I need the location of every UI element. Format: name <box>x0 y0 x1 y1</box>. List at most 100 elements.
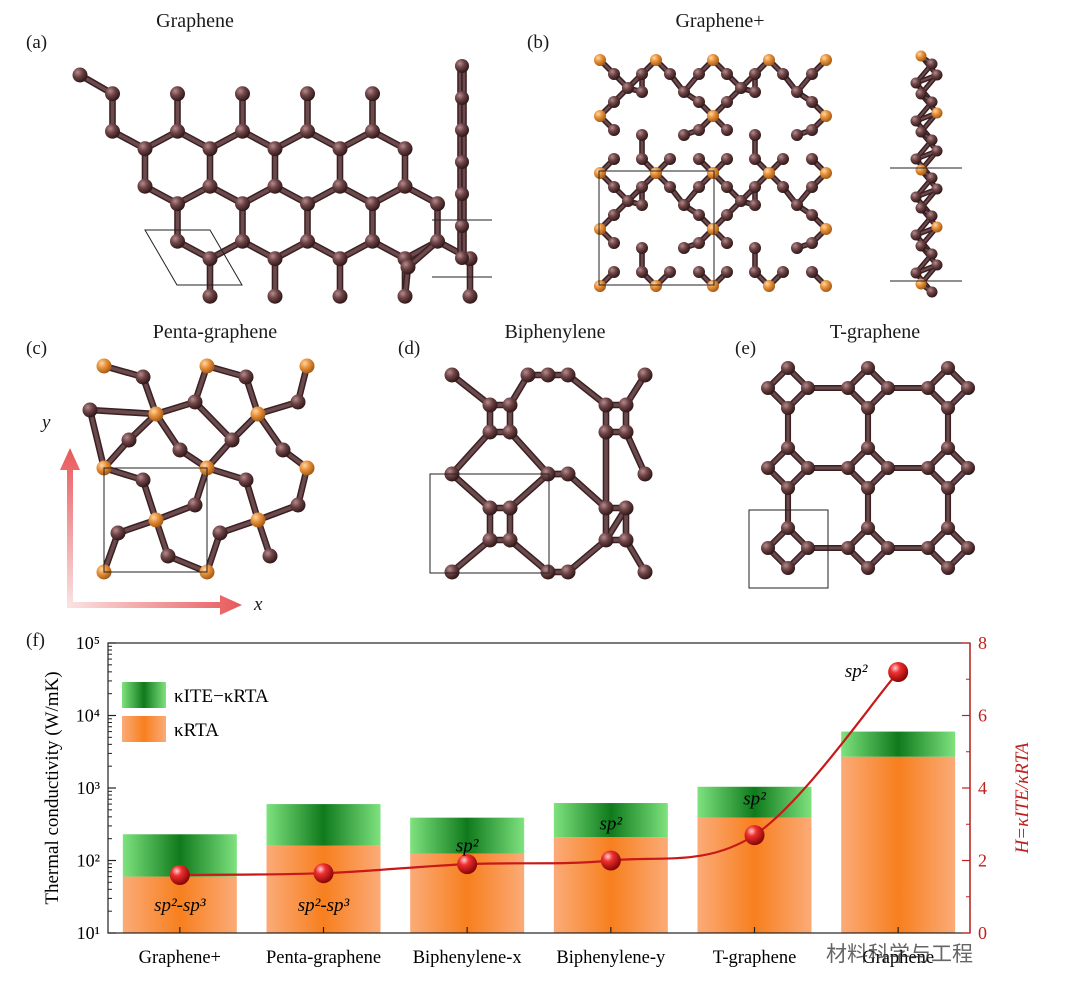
sp3-carbon-atom <box>650 280 662 292</box>
carbon-atom <box>160 548 176 564</box>
carbon-atom <box>931 69 943 81</box>
carbon-atom <box>693 266 705 278</box>
carbon-atom <box>455 155 469 169</box>
carbon-atom <box>678 129 690 141</box>
carbon-atom <box>678 199 690 211</box>
carbon-atom <box>598 532 614 548</box>
y2-tick-label: 2 <box>978 851 987 871</box>
carbon-atom <box>926 248 938 260</box>
grapheneplus-unit-cell <box>598 170 715 286</box>
panel-c-title: Penta-graphene <box>152 321 278 343</box>
carbon-atom <box>806 237 818 249</box>
carbon-atom <box>749 242 761 254</box>
carbon-atom <box>608 96 620 108</box>
carbon-atom <box>365 123 380 139</box>
carbon-atom <box>105 123 120 139</box>
graphene-unit-cell <box>144 229 243 286</box>
carbon-atom <box>801 381 815 395</box>
h-ratio-point-5 <box>888 662 909 682</box>
carbon-atom <box>781 561 795 575</box>
carbon-atom <box>608 181 620 193</box>
bond-highlight <box>450 538 492 574</box>
carbon-atom <box>941 401 955 415</box>
panel-b-title: Graphene+ <box>675 10 765 32</box>
h-ratio-point-4 <box>744 825 765 846</box>
carbon-atom <box>482 532 498 548</box>
sp3-carbon-atom <box>707 280 719 292</box>
bonding-annotation-0: sp²-sp³ <box>154 895 206 916</box>
bond-highlight <box>508 472 550 510</box>
carbon-atom <box>290 394 306 410</box>
sp3-carbon-atom <box>594 167 606 179</box>
carbon-atom <box>806 124 818 136</box>
carbon-atom <box>365 233 380 249</box>
sp3-carbon-atom <box>820 280 832 292</box>
carbon-atom <box>693 124 705 136</box>
bar-ite-5 <box>841 731 956 757</box>
carbon-atom <box>455 219 469 233</box>
carbon-atom <box>170 86 185 102</box>
carbon-atom <box>502 424 518 440</box>
carbon-atom <box>915 126 927 138</box>
carbon-atom <box>560 564 576 580</box>
y-axis-arrow <box>60 448 80 608</box>
bar-ite-1 <box>266 804 381 846</box>
carbon-atom <box>300 233 315 249</box>
carbon-atom <box>664 153 676 165</box>
carbon-atom <box>735 195 747 207</box>
carbon-atom <box>910 153 922 165</box>
carbon-atom <box>238 369 254 385</box>
y-axis-label: y <box>42 412 51 433</box>
carbon-atom <box>636 86 648 98</box>
legend-swatch-rta <box>122 716 166 742</box>
bar-rta-5 <box>841 756 956 933</box>
carbon-atom <box>502 397 518 413</box>
x-tick-label-2: Biphenylene-x <box>413 948 523 968</box>
carbon-atom <box>941 481 955 495</box>
sp3-carbon-atom <box>820 223 832 235</box>
carbon-atom <box>267 251 283 267</box>
carbon-atom <box>881 461 895 475</box>
legend-label-ite: κITE−κRTA <box>174 686 269 707</box>
carbon-atom <box>608 124 620 136</box>
carbon-atom <box>841 381 855 395</box>
carbon-atom <box>861 401 875 415</box>
carbon-atom <box>926 210 938 222</box>
bond-highlight <box>566 538 608 574</box>
carbon-atom <box>841 541 855 555</box>
carbon-atom <box>777 181 789 193</box>
carbon-atom <box>801 461 815 475</box>
carbon-atom <box>910 77 922 89</box>
carbon-atom <box>910 191 922 203</box>
carbon-atom <box>915 240 927 252</box>
carbon-atom <box>82 402 98 418</box>
carbon-atom <box>608 209 620 221</box>
carbon-atom <box>636 181 648 193</box>
carbon-atom <box>135 369 151 385</box>
carbon-atom <box>618 424 634 440</box>
carbon-atom <box>910 115 922 127</box>
carbon-atom <box>365 196 380 212</box>
carbon-atom <box>749 129 761 141</box>
carbon-atom <box>618 532 634 548</box>
panel-e-title: T-graphene <box>829 321 921 343</box>
carbon-atom <box>212 525 228 541</box>
carbon-atom <box>961 541 975 555</box>
carbon-atom <box>365 86 380 102</box>
carbon-atom <box>861 561 875 575</box>
sp3-carbon-atom <box>96 358 112 374</box>
carbon-atom <box>721 153 733 165</box>
sp3-carbon-atom <box>915 50 927 62</box>
panel-a-label: (a) <box>26 32 48 53</box>
carbon-atom <box>961 381 975 395</box>
carbon-atom <box>861 441 875 455</box>
carbon-atom <box>926 58 938 70</box>
carbon-atom <box>921 461 935 475</box>
carbon-atom <box>137 178 153 194</box>
carbon-atom <box>861 481 875 495</box>
x-axis-arrow <box>67 595 242 615</box>
carbon-atom <box>777 68 789 80</box>
carbon-atom <box>636 68 648 80</box>
carbon-atom <box>781 401 795 415</box>
